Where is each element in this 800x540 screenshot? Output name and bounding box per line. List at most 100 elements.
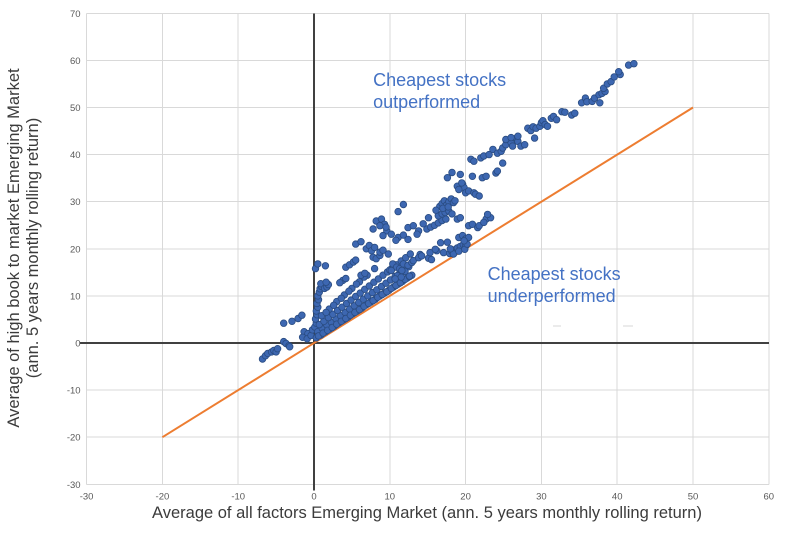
data-point — [530, 134, 539, 142]
data-point — [288, 317, 296, 325]
data-point — [417, 252, 426, 260]
y-tick-label: 20 — [70, 244, 81, 255]
data-point — [379, 231, 387, 240]
data-point — [507, 133, 515, 142]
data-point — [298, 311, 306, 319]
data-point — [397, 273, 405, 281]
data-point — [456, 213, 464, 222]
data-point — [436, 238, 445, 247]
data-point — [482, 172, 490, 180]
x-tick-label: 0 — [311, 491, 316, 502]
data-point — [499, 159, 507, 167]
data-point — [424, 213, 433, 222]
data-point — [446, 245, 455, 253]
data-point — [561, 108, 569, 116]
data-point — [314, 260, 322, 268]
annotation-outperformed-line1: Cheapest stocks — [373, 70, 506, 90]
data-point — [399, 231, 408, 239]
data-point — [352, 256, 360, 264]
data-point — [387, 266, 395, 275]
data-point — [455, 185, 463, 194]
faint-artifact — [623, 325, 633, 327]
data-point — [596, 99, 604, 107]
data-point — [514, 132, 522, 140]
x-axis-title: Average of all factors Emerging Market (… — [152, 504, 702, 522]
data-point — [406, 250, 414, 258]
data-point — [322, 308, 330, 317]
reference-line — [161, 106, 694, 439]
data-point — [404, 235, 412, 244]
data-point — [330, 301, 338, 309]
y-tick-label: 0 — [75, 339, 80, 350]
data-point — [342, 274, 350, 283]
data-point — [399, 200, 408, 209]
y-tick-label: 30 — [70, 197, 81, 208]
data-point — [391, 275, 399, 283]
annotation-underperformed-line1: Cheapest stocks — [488, 264, 621, 284]
data-point — [470, 157, 478, 165]
data-point — [427, 255, 436, 264]
data-point — [321, 262, 330, 270]
data-point — [419, 220, 427, 228]
data-point — [345, 287, 353, 295]
data-point — [493, 167, 502, 175]
data-point — [413, 230, 421, 238]
annotation-outperformed-line2: outperformed — [373, 92, 480, 112]
data-point — [468, 220, 477, 228]
annotation-underperformed-line2: underperformed — [488, 286, 616, 306]
data-point — [273, 345, 282, 353]
data-point — [382, 223, 390, 231]
faint-artifact — [553, 325, 561, 327]
data-point — [431, 245, 439, 253]
data-point — [483, 210, 492, 219]
data-point — [443, 173, 452, 182]
y-tick-label: 60 — [70, 56, 81, 67]
data-point — [384, 250, 392, 258]
y-tick-label: 40 — [70, 150, 81, 161]
data-point — [460, 237, 468, 245]
x-tick-label: -30 — [80, 491, 94, 502]
x-tick-label: 50 — [688, 491, 699, 502]
data-points — [258, 60, 638, 363]
data-point — [444, 203, 452, 211]
x-tick-label: 60 — [764, 491, 775, 502]
y-tick-label: 70 — [70, 9, 81, 20]
data-point — [475, 192, 483, 200]
data-point — [630, 60, 638, 68]
y-tick-label: 50 — [70, 103, 81, 114]
data-point — [610, 73, 618, 81]
data-point — [394, 207, 402, 216]
y-tick-label: -20 — [67, 433, 81, 444]
data-point — [361, 269, 369, 277]
data-point — [336, 279, 344, 287]
data-point — [392, 236, 400, 244]
zero-axis-lines — [79, 13, 769, 491]
data-point — [451, 197, 459, 205]
x-tick-label: -10 — [231, 491, 245, 502]
data-point — [409, 221, 417, 230]
data-point — [552, 115, 561, 124]
data-point — [448, 168, 456, 177]
data-point — [387, 230, 395, 238]
y-axis-title-line1: Average of high book to market Emerging … — [5, 68, 23, 428]
y-tick-label: -30 — [67, 480, 81, 491]
data-point — [458, 179, 466, 187]
data-point — [405, 272, 414, 280]
data-point — [521, 140, 529, 149]
y-tick-label: -10 — [67, 386, 81, 397]
data-point — [432, 206, 440, 214]
tick-labels: -30 -20 -10 0 10 20 30 40 50 60 -30 -20 -10 0 10 20 30 40… — [67, 9, 775, 502]
data-point — [443, 238, 452, 246]
x-tick-label: 10 — [385, 491, 396, 502]
y-tick-label: 10 — [70, 291, 81, 302]
data-point — [485, 150, 493, 159]
data-point — [508, 142, 517, 150]
data-point — [370, 264, 379, 273]
y-axis-title-line2: (ann. 5 years monthly rolling return) — [24, 118, 42, 378]
data-point — [480, 218, 488, 227]
data-point — [398, 266, 406, 275]
data-point — [456, 170, 464, 179]
data-point — [376, 221, 384, 230]
data-point — [322, 278, 330, 286]
data-point — [352, 280, 361, 288]
